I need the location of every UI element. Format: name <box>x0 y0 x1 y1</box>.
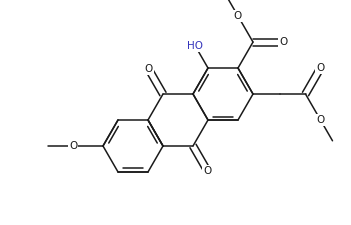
Text: O: O <box>316 115 325 125</box>
Text: O: O <box>145 64 153 74</box>
Text: O: O <box>69 141 77 151</box>
Text: O: O <box>203 166 211 176</box>
Text: O: O <box>316 63 325 73</box>
Text: O: O <box>234 11 242 21</box>
Text: O: O <box>279 37 287 47</box>
Text: HO: HO <box>187 41 203 51</box>
